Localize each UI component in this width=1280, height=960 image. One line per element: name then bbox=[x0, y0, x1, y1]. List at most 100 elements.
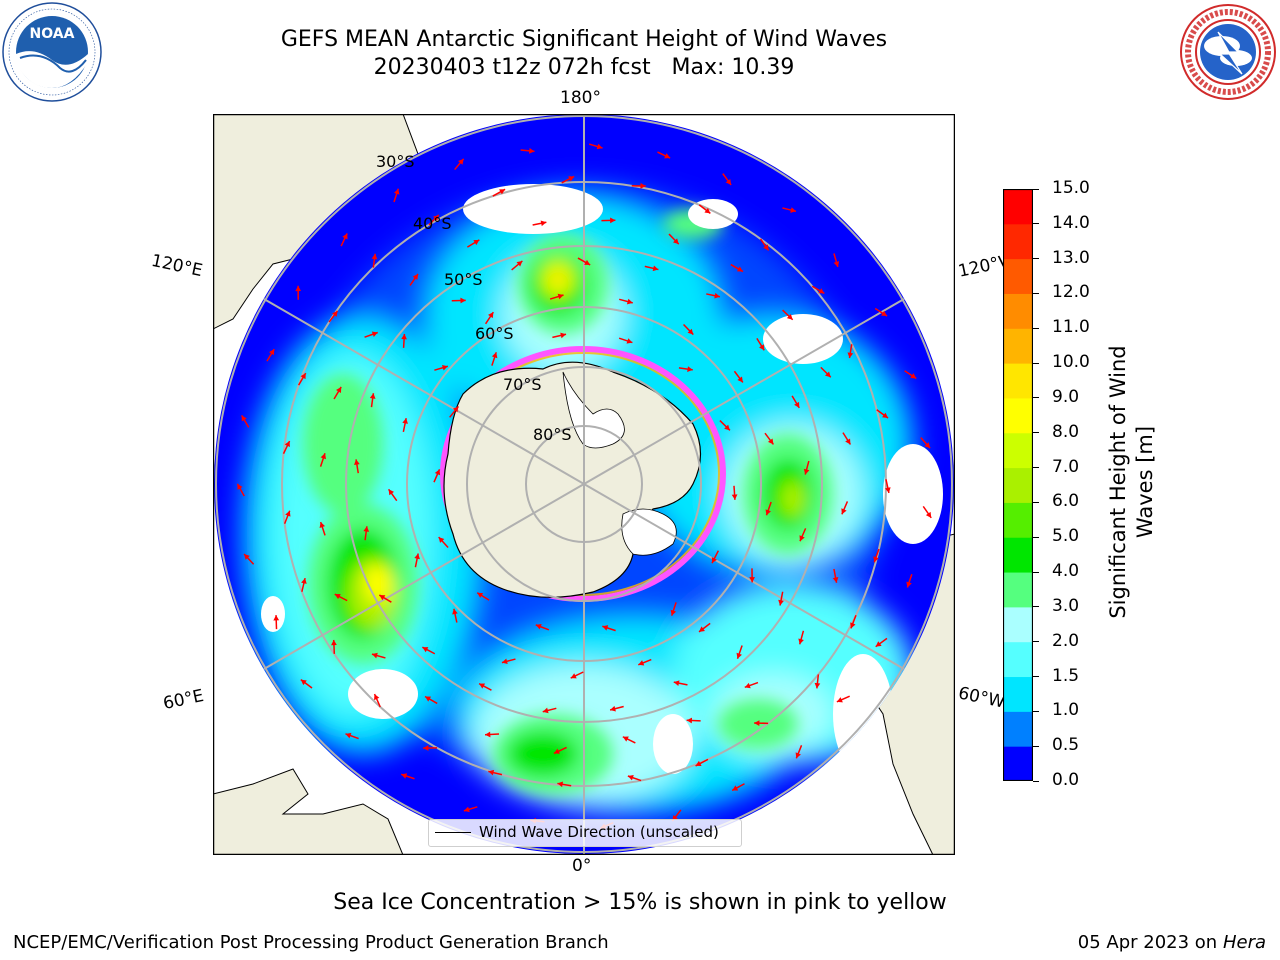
wind-arrow-head bbox=[825, 371, 831, 378]
wind-arrow-head bbox=[845, 438, 851, 445]
wind-arrow-head bbox=[441, 364, 448, 371]
wind-arrow-head bbox=[875, 641, 882, 647]
legend-label: Wind Wave Direction (unscaled) bbox=[479, 823, 719, 841]
wind-arrow-head bbox=[765, 509, 771, 516]
wind-arrow-head bbox=[673, 238, 679, 245]
wind-arrow-head bbox=[371, 652, 378, 659]
wind-arrow-head bbox=[529, 147, 535, 154]
wind-arrow-head bbox=[273, 615, 280, 621]
wind-arrow-head bbox=[925, 511, 932, 518]
wind-arrow-head bbox=[488, 312, 494, 319]
colorbar-segment bbox=[1003, 537, 1033, 573]
wind-arrow-head bbox=[488, 769, 495, 776]
lon-label-0: 0° bbox=[572, 856, 592, 876]
wind-arrow-head bbox=[479, 683, 486, 689]
wind-arrow-head bbox=[795, 752, 801, 759]
wind-arrow-head bbox=[832, 577, 839, 583]
lat-label-70s: 70°S bbox=[503, 375, 542, 394]
colorbar-tick-mark bbox=[1033, 676, 1039, 678]
wind-arrow-head bbox=[596, 143, 603, 150]
wind-arrow-head bbox=[803, 468, 810, 475]
chart-title: GEFS MEAN Antarctic Significant Height o… bbox=[280, 27, 888, 52]
colorbar bbox=[1002, 188, 1034, 782]
wind-arrow-head bbox=[452, 406, 459, 413]
date-stamp: 05 Apr 2023 on Hera bbox=[1078, 932, 1266, 953]
colorbar-tick-mark bbox=[1033, 362, 1039, 364]
wind-arrow-head bbox=[725, 178, 732, 185]
lon-label-60w: 60°W bbox=[956, 683, 1007, 713]
wind-arrow-head bbox=[241, 415, 247, 422]
wind-arrow-head bbox=[924, 442, 931, 449]
wind-arrow-head bbox=[300, 373, 306, 380]
colorbar-segment bbox=[1003, 572, 1033, 608]
wind-wave-direction-arrows bbox=[236, 143, 932, 829]
colorbar-tick-mark bbox=[1033, 571, 1039, 573]
lat-label-50s: 50°S bbox=[444, 270, 483, 289]
wind-arrow-head bbox=[414, 553, 420, 560]
colorbar-tick-mark bbox=[1033, 467, 1039, 469]
wind-arrow-head bbox=[640, 183, 646, 189]
wind-arrow-head bbox=[626, 298, 633, 305]
wind-arrow-head bbox=[814, 682, 821, 689]
noaa-logo: NOAA bbox=[2, 2, 102, 102]
wind-arrow-head bbox=[535, 624, 542, 630]
wind-arrow-head bbox=[884, 487, 891, 493]
lon-label-120e: 120°E bbox=[149, 250, 205, 282]
wind-arrow-head bbox=[568, 176, 575, 182]
colorbar-segment bbox=[1003, 746, 1033, 782]
nws-logo bbox=[1178, 2, 1278, 102]
wind-arrow-head bbox=[627, 774, 634, 781]
colorbar-segment bbox=[1003, 328, 1033, 364]
wind-arrow-head bbox=[332, 310, 338, 317]
wind-arrow-head bbox=[850, 622, 856, 629]
colorbar-segment bbox=[1003, 467, 1033, 503]
colorbar-label-line1: Significant Height of Wind bbox=[1106, 345, 1130, 619]
wind-arrow-head bbox=[402, 418, 408, 424]
map-frame bbox=[212, 113, 956, 856]
wind-arrow-head bbox=[799, 535, 805, 542]
lat-label-30s: 30°S bbox=[376, 152, 415, 171]
colorbar-tick-label: 5.0 bbox=[1052, 526, 1080, 547]
colorbar-segment bbox=[1003, 293, 1033, 329]
colorbar-tick-mark bbox=[1033, 432, 1039, 434]
wind-arrow-head bbox=[759, 344, 765, 351]
colorbar-segment bbox=[1003, 223, 1033, 260]
wind-arrow-head bbox=[673, 680, 680, 686]
colorbar-tick-mark bbox=[1033, 258, 1039, 260]
wind-arrow-head bbox=[687, 366, 693, 372]
colorbar-segment bbox=[1003, 711, 1033, 747]
colorbar-segment bbox=[1003, 676, 1033, 712]
wind-arrow-head bbox=[664, 153, 671, 159]
wind-arrow-head bbox=[794, 401, 800, 408]
wind-arrow-head bbox=[882, 412, 889, 419]
wind-arrow-head bbox=[301, 578, 307, 584]
wind-arrow-head bbox=[749, 577, 755, 583]
wind-arrow-head bbox=[570, 673, 577, 679]
wind-arrow-head bbox=[342, 233, 348, 240]
wind-arrow-head bbox=[331, 639, 337, 646]
wind-arrow-head bbox=[460, 297, 466, 304]
lon-label-180: 180° bbox=[560, 88, 601, 108]
colorbar-tick-mark bbox=[1033, 327, 1039, 329]
wind-arrow-head bbox=[491, 352, 498, 359]
wind-arrow-head bbox=[319, 522, 326, 528]
colorbar-segment bbox=[1003, 397, 1033, 434]
colorbar-tick-mark bbox=[1033, 536, 1039, 538]
wind-arrow-head bbox=[836, 697, 843, 703]
chart-subtitle: 20230403 t12z 072h fcst Max: 10.39 bbox=[373, 55, 795, 80]
noaa-logo-text: NOAA bbox=[30, 26, 75, 42]
wind-arrow-head bbox=[732, 785, 739, 791]
wind-arrow-head bbox=[557, 293, 564, 300]
wind-arrow-head bbox=[557, 781, 564, 788]
colorbar-tick-label: 1.0 bbox=[1052, 700, 1080, 721]
wind-arrow-head bbox=[244, 553, 250, 560]
wind-arrow-head bbox=[371, 331, 378, 337]
wind-arrow-head bbox=[818, 288, 825, 294]
wind-arrow-head bbox=[438, 537, 445, 543]
colorbar-tick-label: 6.0 bbox=[1052, 491, 1080, 512]
colorbar-tick-mark bbox=[1033, 223, 1039, 225]
wind-arrow-head bbox=[412, 273, 419, 280]
wind-arrow-head bbox=[345, 732, 352, 739]
wind-arrow-head bbox=[422, 647, 429, 653]
wind-arrow-head bbox=[458, 158, 464, 165]
